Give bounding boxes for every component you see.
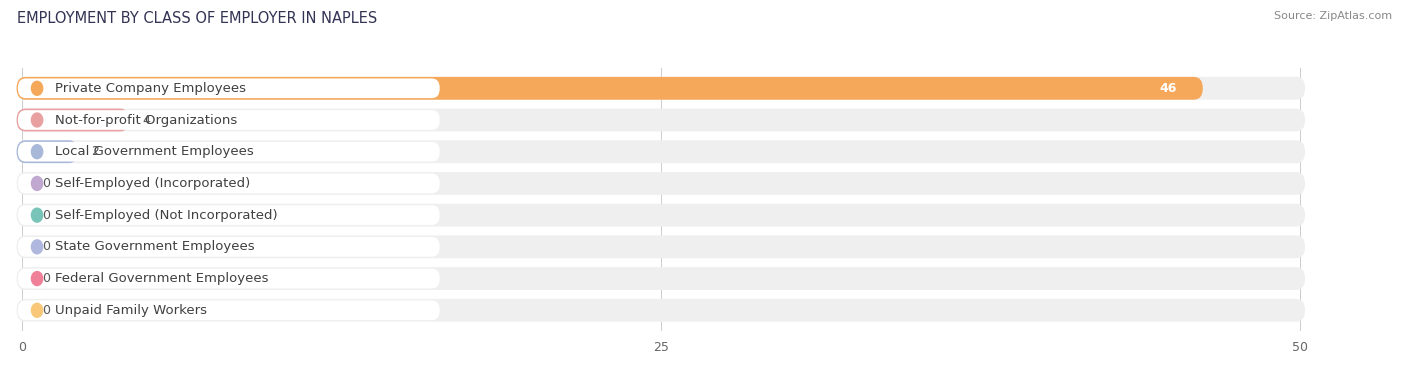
- FancyBboxPatch shape: [17, 77, 1202, 100]
- Circle shape: [31, 240, 42, 254]
- Text: 46: 46: [1160, 82, 1177, 95]
- Text: State Government Employees: State Government Employees: [55, 240, 254, 253]
- Circle shape: [31, 208, 42, 222]
- FancyBboxPatch shape: [18, 205, 440, 225]
- FancyBboxPatch shape: [17, 267, 1305, 290]
- FancyBboxPatch shape: [17, 77, 1305, 100]
- Text: Local Government Employees: Local Government Employees: [55, 145, 253, 158]
- Text: Not-for-profit Organizations: Not-for-profit Organizations: [55, 114, 238, 126]
- Text: 0: 0: [42, 177, 51, 190]
- Text: Self-Employed (Not Incorporated): Self-Employed (Not Incorporated): [55, 209, 277, 221]
- FancyBboxPatch shape: [17, 140, 1305, 163]
- Text: 0: 0: [42, 304, 51, 317]
- Circle shape: [31, 176, 42, 190]
- Text: Private Company Employees: Private Company Employees: [55, 82, 246, 95]
- FancyBboxPatch shape: [18, 110, 440, 130]
- FancyBboxPatch shape: [18, 269, 440, 288]
- FancyBboxPatch shape: [17, 109, 129, 132]
- FancyBboxPatch shape: [17, 109, 1305, 132]
- FancyBboxPatch shape: [17, 204, 1305, 227]
- FancyBboxPatch shape: [17, 235, 1305, 258]
- Text: Source: ZipAtlas.com: Source: ZipAtlas.com: [1274, 11, 1392, 21]
- Text: 0: 0: [42, 240, 51, 253]
- Text: 4: 4: [142, 114, 150, 126]
- Circle shape: [31, 81, 42, 95]
- Text: 0: 0: [42, 209, 51, 221]
- FancyBboxPatch shape: [17, 299, 1305, 322]
- Text: 0: 0: [42, 272, 51, 285]
- FancyBboxPatch shape: [18, 300, 440, 320]
- FancyBboxPatch shape: [18, 142, 440, 162]
- FancyBboxPatch shape: [17, 172, 1305, 195]
- Text: EMPLOYMENT BY CLASS OF EMPLOYER IN NAPLES: EMPLOYMENT BY CLASS OF EMPLOYER IN NAPLE…: [17, 11, 377, 26]
- Text: Self-Employed (Incorporated): Self-Employed (Incorporated): [55, 177, 250, 190]
- Text: Federal Government Employees: Federal Government Employees: [55, 272, 269, 285]
- Text: 2: 2: [91, 145, 98, 158]
- FancyBboxPatch shape: [18, 174, 440, 193]
- Circle shape: [31, 145, 42, 159]
- FancyBboxPatch shape: [18, 237, 440, 257]
- Circle shape: [31, 303, 42, 317]
- Circle shape: [31, 271, 42, 285]
- Text: Unpaid Family Workers: Unpaid Family Workers: [55, 304, 207, 317]
- FancyBboxPatch shape: [18, 79, 440, 98]
- FancyBboxPatch shape: [17, 140, 77, 163]
- Circle shape: [31, 113, 42, 127]
